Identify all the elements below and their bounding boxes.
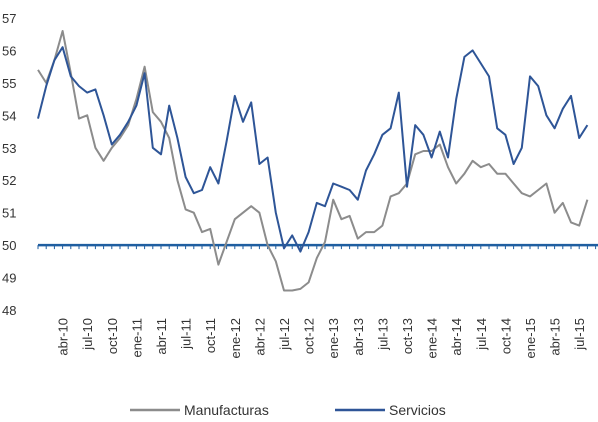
- x-tick-label: ene-11: [129, 318, 144, 358]
- y-tick-label: 49: [2, 271, 16, 286]
- x-tick-label: jul-11: [179, 318, 194, 350]
- x-tick-label: jul-13: [375, 318, 390, 351]
- x-tick-label: ene-13: [326, 318, 341, 358]
- y-tick-label: 50: [2, 238, 16, 253]
- y-tick-label: 54: [2, 108, 16, 123]
- x-tick-label: ene-12: [228, 318, 243, 358]
- x-tick-label: abr-13: [351, 318, 366, 356]
- x-tick-label: oct-11: [203, 318, 218, 353]
- x-tick-label: jul-12: [277, 318, 292, 351]
- y-tick-label: 52: [2, 173, 16, 188]
- y-tick-label: 53: [2, 141, 16, 156]
- y-tick-label: 51: [2, 206, 16, 221]
- x-tick-label: jul-14: [474, 318, 489, 351]
- x-tick-label: abr-15: [548, 318, 563, 356]
- series-line: [37, 46, 589, 253]
- x-tick-label: abr-10: [56, 318, 71, 356]
- x-tick-label: oct-12: [302, 318, 317, 354]
- x-tick-label: oct-15: [597, 318, 598, 354]
- x-tick-label: jul-15: [572, 318, 587, 351]
- x-tick-label: abr-11: [154, 318, 169, 355]
- y-tick-label: 48: [2, 303, 16, 318]
- legend-label: Manufacturas: [184, 402, 269, 418]
- x-tick-label: oct-14: [498, 318, 513, 354]
- x-tick-label: oct-13: [400, 318, 415, 354]
- x-tick-label: abr-14: [449, 318, 464, 356]
- series-line: [37, 30, 589, 292]
- x-tick-label: abr-12: [252, 318, 267, 356]
- x-tick-label: oct-10: [105, 318, 120, 354]
- y-tick-label: 56: [2, 43, 16, 58]
- x-tick-label: ene-14: [425, 318, 440, 358]
- legend-label: Servicios: [389, 402, 446, 418]
- y-tick-label: 55: [2, 76, 16, 91]
- x-tick-label: ene-15: [523, 318, 538, 358]
- x-tick-label: jul-10: [80, 318, 95, 351]
- y-tick-label: 57: [2, 11, 16, 26]
